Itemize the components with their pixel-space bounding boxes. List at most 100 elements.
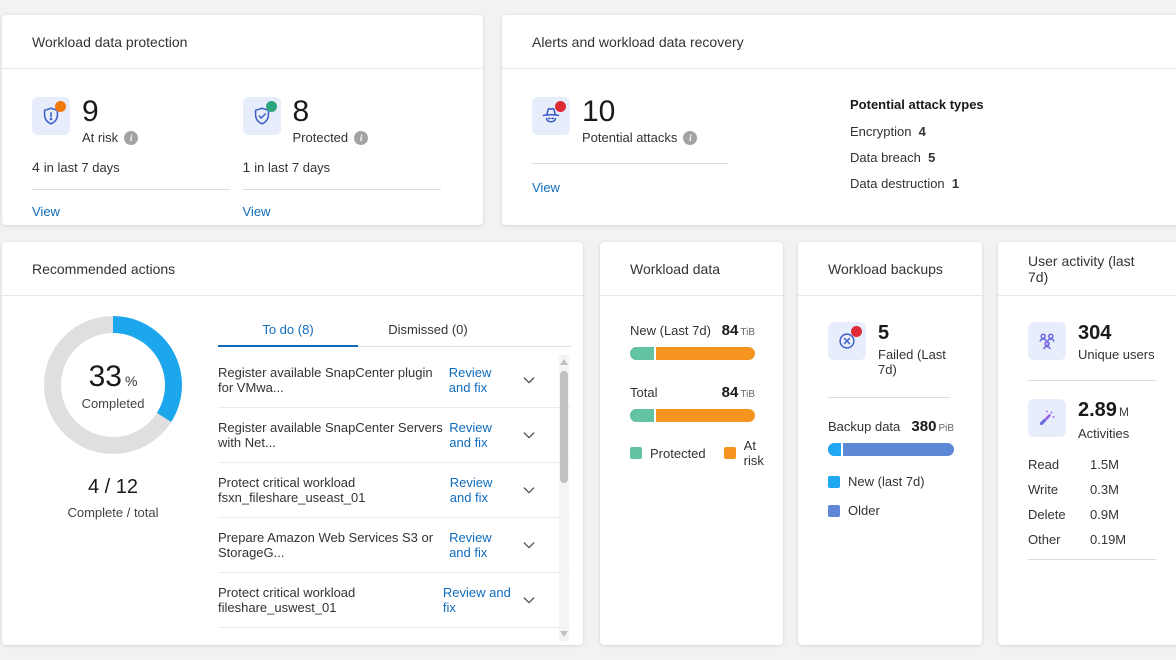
failed-value: 5 bbox=[878, 322, 954, 344]
attack-type-row: Data breach 5 bbox=[850, 150, 984, 165]
at-risk-value: 9 bbox=[82, 97, 138, 127]
chevron-down-icon[interactable] bbox=[521, 482, 537, 498]
new-data-row: New (Last 7d) 84TiB bbox=[630, 322, 755, 360]
card-title: Workload data bbox=[600, 242, 783, 296]
unique-users-value: 304 bbox=[1078, 322, 1155, 344]
breakdown-row: Read 1.5M bbox=[1028, 457, 1160, 472]
at-risk-view-link[interactable]: View bbox=[32, 204, 60, 219]
scrollbar[interactable] bbox=[559, 355, 569, 641]
review-and-fix-link[interactable]: Review and fix bbox=[450, 475, 513, 505]
protected-view-link[interactable]: View bbox=[243, 204, 271, 219]
card-title: Recommended actions bbox=[2, 242, 583, 296]
tab-todo[interactable]: To do (8) bbox=[218, 312, 358, 346]
completion-donut-block: 33% Completed 4 / 12 Complete / total bbox=[2, 296, 218, 643]
divider bbox=[532, 163, 728, 164]
action-row: Protect critical workload fsxn_fileshare… bbox=[218, 463, 571, 518]
shield-alert-icon bbox=[32, 97, 70, 135]
donut-percent: 33 bbox=[89, 360, 122, 393]
action-row: Register available SnapCenter Servers wi… bbox=[218, 408, 571, 463]
card-alerts-recovery: Alerts and workload data recovery 10 bbox=[502, 15, 1176, 225]
wand-icon bbox=[1028, 399, 1066, 437]
divider bbox=[828, 397, 950, 398]
card-user-activity: User activity (last 7d) 304 Unique users bbox=[998, 242, 1176, 645]
at-risk-label: At risk bbox=[82, 130, 118, 145]
review-and-fix-link[interactable]: Review and fix bbox=[449, 530, 513, 560]
action-row: Prepare Amazon Web Services S3 or Storag… bbox=[218, 518, 571, 573]
attack-types-title: Potential attack types bbox=[850, 97, 984, 112]
actions-list: Register available SnapCenter plugin for… bbox=[218, 353, 571, 643]
attack-type-row: Encryption 4 bbox=[850, 124, 984, 139]
activities-stat: 2.89M Activities bbox=[1028, 399, 1160, 441]
potential-attacks-stat: 10 Potential attacks i View bbox=[532, 97, 822, 197]
divider bbox=[243, 189, 441, 190]
protected-label: Protected bbox=[293, 130, 349, 145]
activities-value: 2.89M bbox=[1078, 399, 1129, 423]
chevron-down-icon[interactable] bbox=[521, 592, 537, 608]
legend-at-risk: At risk bbox=[724, 438, 764, 468]
at-risk-dot bbox=[55, 101, 66, 112]
unique-users-stat: 304 Unique users bbox=[1028, 322, 1160, 362]
breakdown-row: Write 0.3M bbox=[1028, 482, 1160, 497]
info-icon[interactable]: i bbox=[683, 131, 697, 145]
potential-attacks-value: 10 bbox=[582, 97, 697, 127]
action-row: Register available SnapCenter plugin for… bbox=[218, 353, 571, 408]
shield-check-icon bbox=[243, 97, 281, 135]
card-title: Workload backups bbox=[798, 242, 982, 296]
card-title: User activity (last 7d) bbox=[998, 242, 1176, 296]
breakdown-row: Delete 0.9M bbox=[1028, 507, 1160, 522]
new-data-bar bbox=[630, 347, 755, 360]
action-text: Register available SnapCenter Servers wi… bbox=[218, 420, 449, 450]
card-recommended-actions: Recommended actions 33% Completed 4 / 12… bbox=[2, 242, 583, 645]
legend-older: Older bbox=[828, 503, 954, 518]
activities-label: Activities bbox=[1078, 426, 1129, 441]
failed-label: Failed (Last 7d) bbox=[878, 347, 954, 377]
failed-backups-stat: 5 Failed (Last 7d) bbox=[828, 322, 954, 377]
info-icon[interactable]: i bbox=[124, 131, 138, 145]
attacks-dot bbox=[555, 101, 566, 112]
review-and-fix-link[interactable]: Review and fix bbox=[449, 365, 513, 395]
divider bbox=[1028, 380, 1156, 381]
protected-sublabel: 1in last 7 days bbox=[243, 159, 454, 175]
protected-dot bbox=[266, 101, 277, 112]
scrollbar-thumb[interactable] bbox=[560, 371, 568, 483]
completion-donut-chart: 33% Completed bbox=[44, 316, 182, 454]
actions-tabs: To do (8) Dismissed (0) bbox=[218, 312, 571, 347]
total-data-row: Total 84TiB bbox=[630, 384, 755, 422]
divider bbox=[1028, 559, 1156, 560]
at-risk-stat: 9 At risk i 4in last 7 days View bbox=[32, 97, 243, 221]
chevron-down-icon[interactable] bbox=[521, 372, 537, 388]
chevron-down-icon[interactable] bbox=[521, 427, 537, 443]
tab-dismissed[interactable]: Dismissed (0) bbox=[358, 312, 498, 346]
total-data-label: Total bbox=[630, 385, 657, 400]
card-workload-backups: Workload backups 5 Failed (Last 7d) Back… bbox=[798, 242, 982, 645]
card-title: Workload data protection bbox=[2, 15, 483, 69]
attacks-view-link[interactable]: View bbox=[532, 180, 560, 195]
review-and-fix-link[interactable]: Review and fix bbox=[443, 585, 513, 615]
activity-breakdown: Read 1.5M Write 0.3M Delete 0.9M Other 0… bbox=[1028, 457, 1160, 547]
potential-attacks-label: Potential attacks bbox=[582, 130, 677, 145]
failed-dot bbox=[851, 326, 862, 337]
review-and-fix-link[interactable]: Review and fix bbox=[449, 420, 513, 450]
card-workload-data: Workload data New (Last 7d) 84TiB Total … bbox=[600, 242, 783, 645]
new-data-label: New (Last 7d) bbox=[630, 323, 711, 338]
legend-new: New (last 7d) bbox=[828, 474, 954, 489]
chevron-down-icon[interactable] bbox=[521, 537, 537, 553]
card-title: Alerts and workload data recovery bbox=[502, 15, 1176, 69]
protected-value: 8 bbox=[293, 97, 369, 127]
backup-data-row: Backup data 380PiB bbox=[828, 418, 954, 456]
attack-type-row: Data destruction 1 bbox=[850, 176, 984, 191]
scroll-down-icon[interactable] bbox=[560, 631, 568, 637]
action-text: Protect critical workload fsxn_fileshare… bbox=[218, 475, 450, 505]
info-icon[interactable]: i bbox=[354, 131, 368, 145]
action-row: Protect critical workload fileshare_uswe… bbox=[218, 573, 571, 628]
scroll-up-icon[interactable] bbox=[560, 359, 568, 365]
divider bbox=[32, 189, 230, 190]
action-text: Protect critical workload fileshare_uswe… bbox=[218, 585, 443, 615]
action-text: Register available SnapCenter plugin for… bbox=[218, 365, 449, 395]
action-text: Prepare Amazon Web Services S3 or Storag… bbox=[218, 530, 449, 560]
protected-stat: 8 Protected i 1in last 7 days View bbox=[243, 97, 454, 221]
at-risk-sublabel: 4in last 7 days bbox=[32, 159, 243, 175]
backup-data-bar bbox=[828, 443, 954, 456]
breakdown-row: Other 0.19M bbox=[1028, 532, 1160, 547]
total-data-bar bbox=[630, 409, 755, 422]
